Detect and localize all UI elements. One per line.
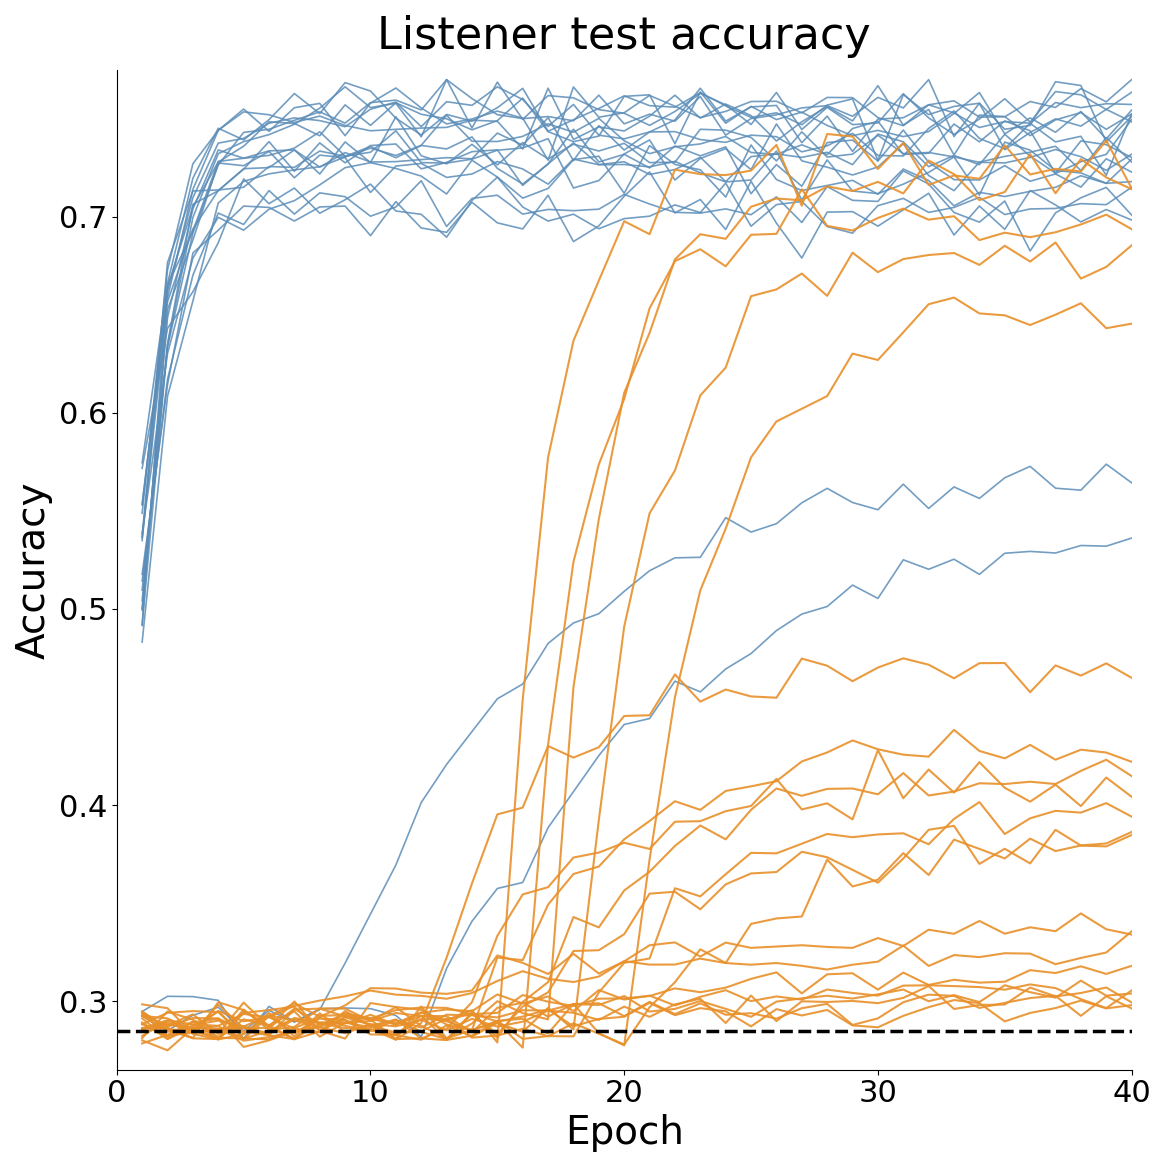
Title: Listener test accuracy: Listener test accuracy xyxy=(378,15,871,58)
Y-axis label: Accuracy: Accuracy xyxy=(15,481,52,658)
X-axis label: Epoch: Epoch xyxy=(564,1114,683,1152)
